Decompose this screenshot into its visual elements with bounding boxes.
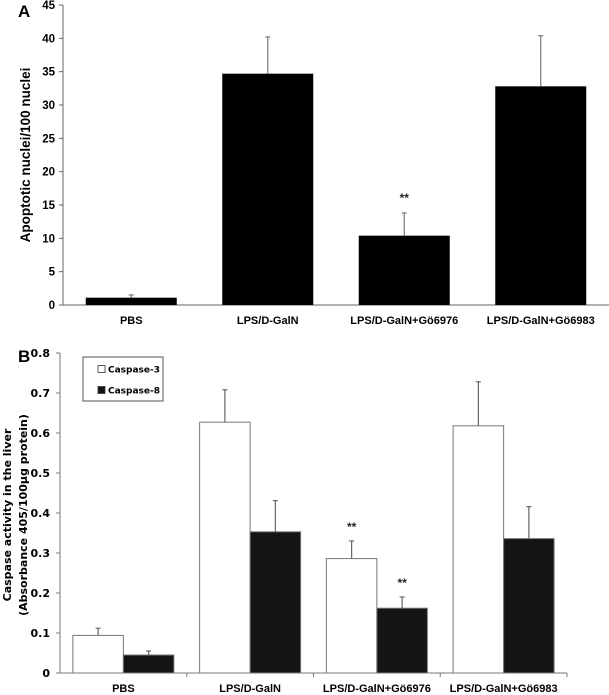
- legend-b: Caspase-3 Caspase-8: [82, 356, 164, 402]
- y-tick-label-b: 0.3: [31, 547, 51, 560]
- x-tick-label-a: LPS/D-GalN: [237, 315, 299, 327]
- bar-a: [222, 73, 314, 306]
- y-tick-label-a: 15: [42, 200, 55, 212]
- bar-b-caspase-8: [122, 654, 175, 674]
- bar-a: [85, 297, 177, 305]
- y-tick-label-a: 10: [42, 233, 55, 245]
- y-tick-label-b: 0.5: [31, 467, 51, 480]
- panel-label-b: B: [18, 347, 30, 366]
- y-tick-label-b: 0.1: [31, 627, 51, 640]
- y-tick-label-b: 0.2: [31, 587, 51, 600]
- y-tick-label-b: 0: [42, 667, 50, 680]
- bar-b-caspase-3: [199, 421, 251, 674]
- panel-label-a: A: [18, 2, 30, 21]
- y-tick-label-a: 20: [42, 167, 55, 179]
- legend-label-caspase-8: Caspase-8: [108, 387, 160, 397]
- x-tick-label-a: LPS/D-GalN+Gö6976: [350, 315, 458, 327]
- bar-b-caspase-8: [249, 531, 302, 674]
- y-tick-label-a: 5: [49, 267, 56, 279]
- bar-b-caspase-3: [325, 558, 378, 674]
- legend-box: [82, 356, 164, 402]
- bar-b-caspase-3: [72, 634, 124, 674]
- x-tick-label-a: PBS: [120, 315, 143, 327]
- bar-b-caspase-3: [452, 425, 505, 674]
- legend-swatch-caspase-3: [97, 365, 106, 373]
- y-tick-label-b: 0.8: [31, 347, 51, 360]
- y-tick-label-a: 30: [42, 100, 55, 112]
- x-tick-label-a: LPS/D-GalN+Gö6983: [487, 315, 595, 327]
- bar-a: [495, 86, 587, 305]
- y-axis-title-b-line2: (Absorbance 405/100µg protein): [17, 414, 30, 616]
- y-tick-label-b: 0.4: [31, 507, 51, 520]
- significance-marker-b: **: [347, 520, 357, 534]
- x-tick-label-b: LPS/D-GalN: [219, 683, 281, 695]
- y-tick-label-a: 35: [42, 67, 55, 79]
- legend-label-caspase-3: Caspase-3: [108, 366, 160, 376]
- chart-a: 0 5 10 15 20 25 30 35 40 45 Apoptotic nuclei/100 n…: [18, 0, 609, 327]
- x-tick-label-b: PBS: [112, 683, 135, 695]
- y-tick-label-a: 40: [42, 33, 55, 45]
- y-tick-label-a: 25: [42, 133, 55, 145]
- chart-b: 0 0.1 0.2 0.3 0.4 0.5 0.6 0.7 0.8 Caspase activit…: [1, 347, 568, 695]
- y-tick-label-b: 0.6: [31, 427, 51, 440]
- y-axis-title-a: Apoptotic nuclei/100 nuclei: [18, 68, 33, 243]
- x-tick-label-b: LPS/D-GalN+Gö6976: [323, 683, 431, 695]
- legend-swatch-caspase-8: [97, 386, 106, 394]
- bar-b-caspase-8: [376, 607, 428, 674]
- y-tick-label-a: 0: [49, 300, 55, 312]
- y-tick-label-b: 0.7: [31, 387, 51, 400]
- y-tick-label-a: 45: [42, 0, 55, 12]
- y-axis-title-b-line1: Caspase activity in the liver: [1, 428, 14, 601]
- bar-b-caspase-8: [503, 538, 555, 674]
- significance-marker-a: **: [400, 191, 410, 205]
- bar-a: [358, 235, 450, 305]
- significance-marker-b: **: [397, 576, 407, 590]
- x-tick-label-b: LPS/D-GalN+Gö6983: [450, 683, 558, 695]
